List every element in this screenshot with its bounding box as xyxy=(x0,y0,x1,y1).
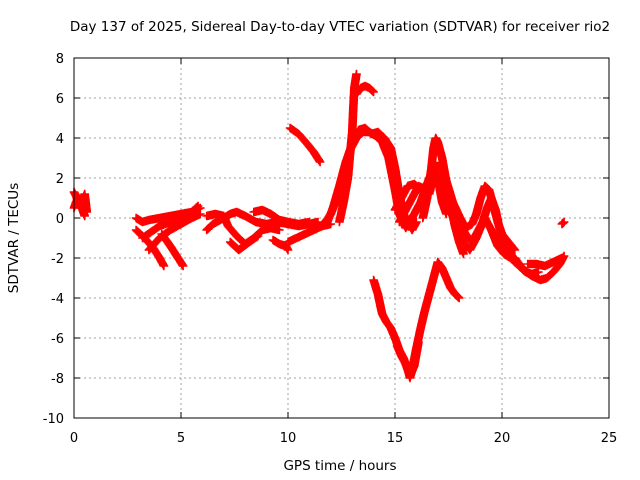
x-axis-label: GPS time / hours xyxy=(283,458,396,474)
data-point-track xyxy=(249,205,314,229)
x-tick-label: 10 xyxy=(280,431,297,446)
data-points xyxy=(69,69,569,383)
x-tick-label: 5 xyxy=(177,431,185,446)
data-point-track xyxy=(523,253,567,271)
y-tick-label: -10 xyxy=(43,412,64,427)
y-tick-label: 4 xyxy=(56,132,64,147)
data-point-track xyxy=(390,179,425,215)
axis-ticks: 0 5 10 15 20 25 -10 -8 -6 -4 -2 0 2 4 6 8 xyxy=(43,52,618,446)
grid xyxy=(74,58,609,418)
y-tick-label: 0 xyxy=(56,212,64,227)
y-tick-label: 8 xyxy=(56,52,64,67)
y-tick-label: 6 xyxy=(56,92,64,107)
y-axis-label: SDTVAR / TECUs xyxy=(6,183,22,293)
y-tick-label: 2 xyxy=(56,172,64,187)
data-point-track xyxy=(557,217,569,229)
data-point-track xyxy=(138,201,203,243)
x-tick-label: 15 xyxy=(387,431,404,446)
x-tick-label: 25 xyxy=(601,431,618,446)
chart-title: Day 137 of 2025, Sidereal Day-to-day VTE… xyxy=(70,19,610,35)
x-tick-label: 0 xyxy=(70,431,78,446)
plot-frame xyxy=(73,57,610,419)
data-point-track xyxy=(157,229,188,271)
y-tick-label: -4 xyxy=(51,292,64,307)
x-tick-label: 20 xyxy=(494,431,511,446)
data-point-track xyxy=(392,337,423,381)
y-tick-label: -2 xyxy=(51,252,64,267)
y-tick-label: -8 xyxy=(51,372,64,387)
data-point-track xyxy=(335,69,361,227)
y-tick-label: -6 xyxy=(51,332,64,347)
data-point-track xyxy=(225,231,263,255)
data-point-track xyxy=(285,123,325,167)
data-point-track xyxy=(352,81,378,99)
data-point-track xyxy=(268,235,293,255)
